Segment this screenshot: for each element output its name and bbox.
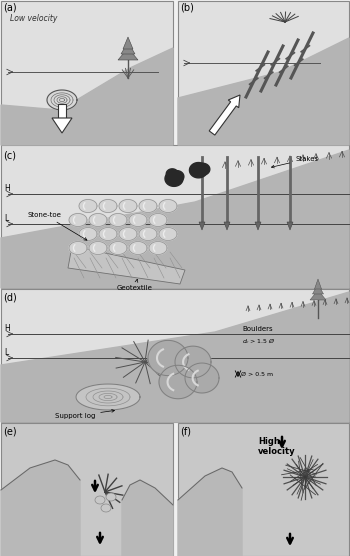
Text: (c): (c): [3, 150, 16, 160]
Polygon shape: [122, 480, 173, 556]
Bar: [1, 145, 349, 288]
Text: (d): (d): [3, 293, 17, 303]
Text: H: H: [4, 184, 10, 193]
Polygon shape: [148, 340, 188, 376]
Text: velocity: velocity: [258, 447, 296, 456]
Text: (e): (e): [3, 426, 17, 436]
Polygon shape: [129, 241, 147, 255]
Polygon shape: [1, 460, 80, 556]
Text: Stone-toe: Stone-toe: [28, 212, 87, 240]
Polygon shape: [1, 292, 349, 422]
Bar: [1, 289, 349, 422]
Polygon shape: [76, 384, 140, 410]
Polygon shape: [178, 38, 349, 145]
Text: Boulders: Boulders: [242, 326, 273, 332]
Text: $d_c > 1.5$ Ø: $d_c > 1.5$ Ø: [242, 336, 275, 346]
Polygon shape: [121, 42, 135, 54]
FancyArrow shape: [209, 95, 240, 135]
Polygon shape: [106, 493, 116, 501]
Polygon shape: [79, 200, 97, 212]
Polygon shape: [69, 241, 87, 255]
Text: Ø > 0.5 m: Ø > 0.5 m: [241, 371, 273, 376]
Polygon shape: [1, 150, 349, 288]
Polygon shape: [139, 227, 157, 241]
Text: Low velocity: Low velocity: [10, 14, 57, 23]
Polygon shape: [149, 214, 167, 226]
Polygon shape: [310, 290, 326, 300]
Polygon shape: [175, 346, 211, 378]
Polygon shape: [119, 227, 137, 241]
Polygon shape: [52, 118, 72, 133]
Polygon shape: [196, 163, 210, 175]
Polygon shape: [109, 241, 127, 255]
Bar: [58, 104, 66, 118]
Text: L: L: [4, 348, 8, 357]
Polygon shape: [47, 90, 77, 110]
Polygon shape: [159, 365, 197, 399]
Polygon shape: [99, 227, 117, 241]
Polygon shape: [192, 166, 204, 176]
Polygon shape: [149, 241, 167, 255]
Text: (f): (f): [180, 426, 191, 436]
Text: (a): (a): [3, 2, 17, 12]
Polygon shape: [1, 48, 173, 145]
Polygon shape: [95, 496, 105, 504]
Text: Stakes: Stakes: [272, 156, 318, 168]
Polygon shape: [89, 214, 107, 226]
Polygon shape: [178, 468, 242, 556]
Polygon shape: [79, 227, 97, 241]
Polygon shape: [99, 200, 117, 212]
Polygon shape: [255, 222, 261, 230]
Polygon shape: [129, 214, 147, 226]
Text: (b): (b): [180, 2, 194, 12]
Polygon shape: [68, 246, 185, 284]
Polygon shape: [315, 279, 322, 289]
Polygon shape: [166, 169, 178, 179]
Text: Geotextile: Geotextile: [117, 279, 153, 291]
Bar: [178, 1, 349, 145]
Polygon shape: [287, 222, 293, 230]
Polygon shape: [118, 48, 138, 60]
Polygon shape: [101, 504, 111, 512]
Polygon shape: [69, 214, 87, 226]
Bar: [1, 423, 173, 556]
Bar: [178, 423, 349, 556]
Polygon shape: [313, 284, 323, 294]
Polygon shape: [159, 227, 177, 241]
Text: H: H: [4, 324, 10, 333]
Polygon shape: [185, 363, 219, 393]
Polygon shape: [170, 171, 184, 182]
Polygon shape: [119, 200, 137, 212]
Text: Support log: Support log: [55, 410, 114, 419]
Polygon shape: [199, 222, 205, 230]
Polygon shape: [123, 37, 133, 49]
Polygon shape: [139, 200, 157, 212]
Polygon shape: [109, 214, 127, 226]
Polygon shape: [189, 162, 208, 178]
Polygon shape: [165, 171, 183, 186]
Polygon shape: [159, 200, 177, 212]
Text: High: High: [258, 437, 280, 446]
Text: L: L: [4, 214, 8, 223]
Bar: [1, 1, 173, 145]
Polygon shape: [89, 241, 107, 255]
Polygon shape: [224, 222, 230, 230]
